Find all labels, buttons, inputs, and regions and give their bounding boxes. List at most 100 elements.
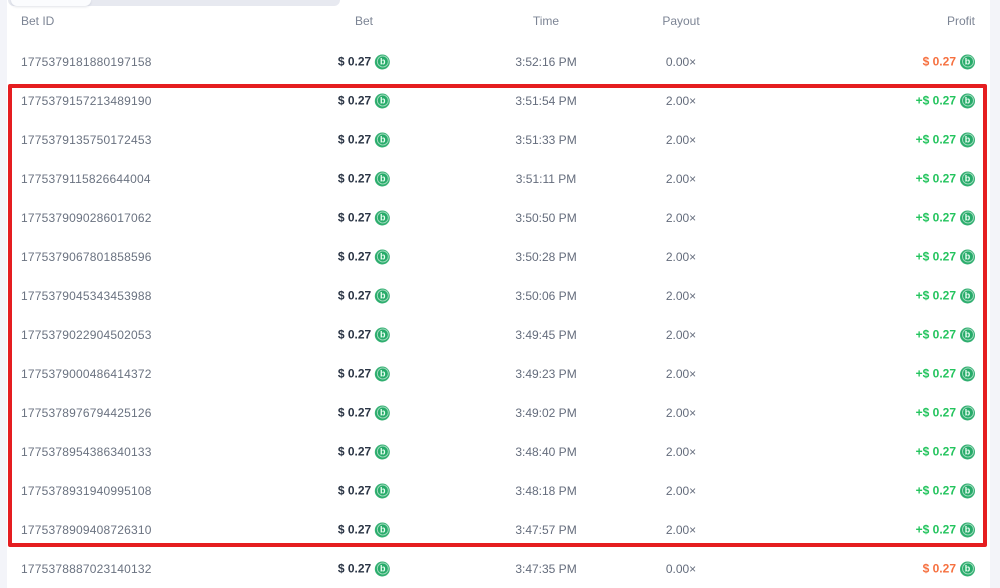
bet-amount-value: $ 0.27 bbox=[337, 405, 372, 420]
coin-icon: b bbox=[960, 171, 975, 186]
profit-value: $ 0.27 bbox=[922, 561, 956, 576]
table-row[interactable]: 1775378909408726310 $ 0.27 b 3:47:57 PM … bbox=[7, 510, 990, 549]
bet-time-value: 3:51:33 PM bbox=[515, 132, 577, 147]
table-row[interactable]: 1775379135750172453 $ 0.27 b 3:51:33 PM … bbox=[7, 120, 990, 159]
bet-id-value[interactable]: 1775379067801858596 bbox=[21, 249, 152, 264]
bet-amount-cell: $ 0.27 b bbox=[337, 171, 391, 186]
table-row[interactable]: 1775379181880197158 $ 0.27 b 3:52:16 PM … bbox=[7, 42, 990, 81]
table-row[interactable]: 1775378976794425126 $ 0.27 b 3:49:02 PM … bbox=[7, 393, 990, 432]
bet-amount-value: $ 0.27 bbox=[337, 327, 372, 342]
bet-amount-cell: $ 0.27 b bbox=[337, 288, 391, 303]
coin-icon: b bbox=[960, 93, 975, 108]
profit-value: +$ 0.27 bbox=[915, 210, 956, 225]
bet-amount-value: $ 0.27 bbox=[337, 522, 372, 537]
coin-icon: b bbox=[375, 249, 391, 264]
table-row[interactable]: 1775378954386340133 $ 0.27 b 3:48:40 PM … bbox=[7, 432, 990, 471]
bet-id-value[interactable]: 1775378931940995108 bbox=[21, 483, 152, 498]
profit-cell: +$ 0.27 b bbox=[916, 366, 975, 381]
profit-cell: +$ 0.27 b bbox=[916, 327, 975, 342]
bet-amount-value: $ 0.27 bbox=[337, 249, 372, 264]
table-row[interactable]: 1775379045343453988 $ 0.27 b 3:50:06 PM … bbox=[7, 276, 990, 315]
bet-amount-value: $ 0.27 bbox=[337, 210, 372, 225]
table-row[interactable]: 1775379000486414372 $ 0.27 b 3:49:23 PM … bbox=[7, 354, 990, 393]
profit-value: +$ 0.27 bbox=[915, 405, 956, 420]
selected-tab-thumb bbox=[11, 0, 91, 6]
profit-value: +$ 0.27 bbox=[915, 288, 956, 303]
column-header-payout: Payout bbox=[662, 14, 700, 28]
table-row[interactable]: 1775379090286017062 $ 0.27 b 3:50:50 PM … bbox=[7, 198, 990, 237]
tab-bar-remnant[interactable] bbox=[8, 0, 340, 6]
bet-time-value: 3:49:45 PM bbox=[515, 327, 577, 342]
bet-amount-cell: $ 0.27 b bbox=[337, 405, 391, 420]
profit-value: +$ 0.27 bbox=[915, 132, 956, 147]
bet-id-value[interactable]: 1775379045343453988 bbox=[21, 288, 152, 303]
bet-amount-cell: $ 0.27 b bbox=[337, 210, 391, 225]
bet-time-value: 3:49:23 PM bbox=[515, 366, 577, 381]
payout-multiplier-value: 2.00× bbox=[665, 366, 697, 381]
payout-multiplier-value: 2.00× bbox=[665, 249, 697, 264]
table-row[interactable]: 1775379067801858596 $ 0.27 b 3:50:28 PM … bbox=[7, 237, 990, 276]
bet-id-value[interactable]: 1775379022904502053 bbox=[21, 327, 152, 342]
coin-icon: b bbox=[375, 171, 391, 186]
profit-value: +$ 0.27 bbox=[915, 483, 956, 498]
bet-id-value[interactable]: 1775379000486414372 bbox=[21, 366, 152, 381]
profit-cell: +$ 0.27 b bbox=[916, 93, 975, 108]
bet-amount-cell: $ 0.27 b bbox=[338, 561, 391, 576]
column-header-time: Time bbox=[532, 14, 560, 28]
coin-icon: b bbox=[375, 444, 391, 459]
bet-id-value[interactable]: 1775379181880197158 bbox=[21, 54, 152, 69]
bet-time-value: 3:47:35 PM bbox=[515, 561, 577, 576]
bet-amount-value: $ 0.27 bbox=[337, 93, 372, 108]
table-row[interactable]: 1775379157213489190 $ 0.27 b 3:51:54 PM … bbox=[7, 81, 990, 120]
table-row[interactable]: 1775378887023140132 $ 0.27 b 3:47:35 PM … bbox=[7, 549, 990, 588]
bet-id-value[interactable]: 1775378954386340133 bbox=[21, 444, 152, 459]
bet-amount-value: $ 0.27 bbox=[337, 366, 372, 381]
coin-icon: b bbox=[375, 288, 391, 303]
bet-id-value[interactable]: 1775378976794425126 bbox=[21, 405, 152, 420]
profit-cell: +$ 0.27 b bbox=[916, 132, 975, 147]
coin-icon: b bbox=[375, 132, 391, 147]
profit-value: +$ 0.27 bbox=[915, 93, 956, 108]
payout-multiplier-value: 2.00× bbox=[665, 132, 697, 147]
bet-id-value[interactable]: 1775379115826644004 bbox=[21, 171, 151, 186]
profit-value: +$ 0.27 bbox=[915, 522, 956, 537]
table-row[interactable]: 1775379022904502053 $ 0.27 b 3:49:45 PM … bbox=[7, 315, 990, 354]
bet-id-value[interactable]: 1775379157213489190 bbox=[21, 93, 152, 108]
bet-amount-value: $ 0.27 bbox=[337, 171, 372, 186]
bet-amount-value: $ 0.27 bbox=[337, 444, 372, 459]
bet-id-value[interactable]: 1775379090286017062 bbox=[21, 210, 152, 225]
coin-icon: b bbox=[960, 366, 975, 381]
column-header-profit: Profit bbox=[946, 14, 975, 28]
coin-icon: b bbox=[375, 483, 391, 498]
bet-id-value[interactable]: 1775379135750172453 bbox=[21, 132, 152, 147]
bet-amount-cell: $ 0.27 b bbox=[337, 132, 391, 147]
coin-icon: b bbox=[960, 210, 975, 225]
bet-amount-cell: $ 0.27 b bbox=[337, 249, 391, 264]
coin-icon: b bbox=[960, 132, 975, 147]
coin-icon: b bbox=[960, 444, 975, 459]
bet-amount-value: $ 0.27 bbox=[337, 132, 372, 147]
payout-multiplier-value: 0.00× bbox=[665, 561, 697, 576]
bet-time-value: 3:52:16 PM bbox=[515, 54, 577, 69]
profit-cell: +$ 0.27 b bbox=[916, 171, 975, 186]
payout-multiplier-value: 2.00× bbox=[665, 288, 697, 303]
coin-icon: b bbox=[375, 210, 391, 225]
bet-time-value: 3:50:06 PM bbox=[515, 288, 577, 303]
bet-id-value[interactable]: 1775378887023140132 bbox=[21, 561, 152, 576]
profit-cell: +$ 0.27 b bbox=[916, 288, 975, 303]
payout-multiplier-value: 2.00× bbox=[665, 210, 697, 225]
coin-icon: b bbox=[375, 54, 391, 69]
bet-time-value: 3:51:11 PM bbox=[515, 171, 577, 186]
payout-multiplier-value: 0.00× bbox=[665, 54, 697, 69]
table-row[interactable]: 1775378931940995108 $ 0.27 b 3:48:18 PM … bbox=[7, 471, 990, 510]
bet-amount-cell: $ 0.27 b bbox=[337, 522, 391, 537]
profit-cell: +$ 0.27 b bbox=[916, 210, 975, 225]
bet-amount-value: $ 0.27 bbox=[337, 288, 372, 303]
coin-icon: b bbox=[960, 405, 975, 420]
coin-icon: b bbox=[375, 327, 391, 342]
profit-value: +$ 0.27 bbox=[915, 327, 956, 342]
bet-id-value[interactable]: 1775378909408726310 bbox=[21, 522, 152, 537]
table-row[interactable]: 1775379115826644004 $ 0.27 b 3:51:11 PM … bbox=[7, 159, 990, 198]
profit-cell: +$ 0.27 b bbox=[916, 249, 975, 264]
